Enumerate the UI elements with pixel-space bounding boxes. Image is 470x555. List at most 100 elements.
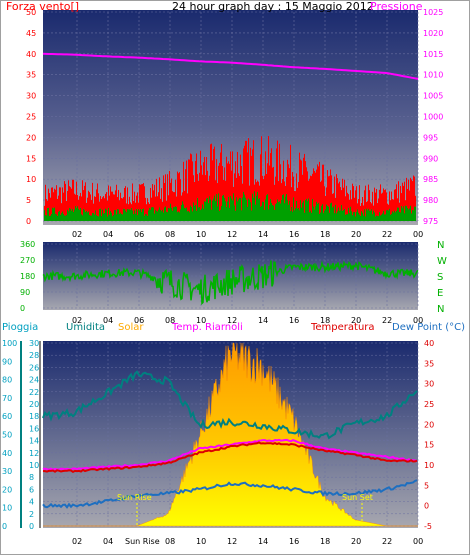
temperature-tick-label: 35 xyxy=(424,359,434,368)
humidity-tick-label: 30 xyxy=(2,467,12,476)
avg-wind-bar xyxy=(209,196,210,221)
gust-bar xyxy=(97,183,98,221)
x-tick-label: 06 xyxy=(134,230,144,239)
x-tick-label: 20 xyxy=(351,537,361,546)
avg-wind-bar xyxy=(191,206,192,221)
avg-wind-bar xyxy=(222,195,223,221)
gust-bar xyxy=(113,194,114,221)
gust-bar xyxy=(171,178,172,221)
pressure-tick-label: 1010 xyxy=(423,71,443,80)
gust-bar xyxy=(51,187,52,221)
x-tick-label: 02 xyxy=(72,230,82,239)
avg-wind-bar xyxy=(75,206,76,221)
avg-wind-bar xyxy=(361,211,362,221)
avg-wind-bar xyxy=(301,207,302,221)
avg-wind-bar xyxy=(328,206,329,221)
avg-wind-bar xyxy=(329,212,330,221)
avg-wind-bar xyxy=(182,201,183,221)
avg-wind-bar xyxy=(232,200,233,221)
avg-wind-bar xyxy=(115,209,116,221)
avg-wind-bar xyxy=(132,210,133,221)
gust-bar xyxy=(215,180,216,221)
avg-wind-bar xyxy=(130,209,131,221)
gust-bar xyxy=(328,176,329,221)
temperature-tick-label: 10 xyxy=(424,461,434,470)
gust-bar xyxy=(280,164,281,221)
gust-bar xyxy=(346,185,347,221)
gust-bar xyxy=(54,188,55,221)
gust-bar xyxy=(269,165,270,221)
humidity-tick-label: 70 xyxy=(2,394,12,403)
avg-wind-bar xyxy=(118,209,119,221)
pressure-tick-label: 980 xyxy=(423,196,438,205)
gust-bar xyxy=(309,178,310,221)
avg-wind-bar xyxy=(93,213,94,221)
gust-bar xyxy=(348,194,349,221)
avg-wind-bar xyxy=(160,209,161,221)
gust-bar xyxy=(265,151,266,221)
gust-bar xyxy=(301,160,302,221)
gust-bar xyxy=(284,181,285,221)
gust-bar xyxy=(384,190,385,221)
direction-line xyxy=(42,260,419,306)
avg-wind-bar xyxy=(179,212,180,221)
gust-bar xyxy=(232,151,233,221)
avg-wind-bar xyxy=(152,207,153,221)
humidity-tick-label: 10 xyxy=(2,504,12,513)
gust-bar xyxy=(194,182,195,221)
x-tick-label: 18 xyxy=(320,230,330,239)
avg-wind-bar xyxy=(197,198,198,221)
avg-wind-bar xyxy=(215,201,216,221)
avg-wind-bar xyxy=(198,207,199,221)
avg-wind-bar xyxy=(204,201,205,221)
gust-bar xyxy=(195,160,196,221)
avg-wind-bar xyxy=(226,207,227,221)
gust-bar xyxy=(73,179,74,221)
gust-bar xyxy=(270,153,271,221)
gust-bar xyxy=(177,171,178,221)
avg-wind-bar xyxy=(90,215,91,221)
gust-bar xyxy=(134,191,135,221)
avg-wind-bar xyxy=(227,201,228,221)
rain-tick-label: 0 xyxy=(29,522,34,531)
gust-bar xyxy=(124,188,125,221)
avg-wind-bar xyxy=(307,201,308,221)
avg-wind-bar xyxy=(240,197,241,221)
avg-wind-bar xyxy=(266,195,267,221)
gust-bar xyxy=(70,187,71,221)
avg-wind-bar xyxy=(302,202,303,221)
humidity-tick-label: 50 xyxy=(2,431,12,440)
avg-wind-bar xyxy=(111,212,112,221)
gust-bar xyxy=(82,180,83,221)
gust-bar xyxy=(246,140,247,221)
pressure-tick-label: 1000 xyxy=(423,113,443,122)
avg-wind-bar xyxy=(354,211,355,221)
x-tick-label: 12 xyxy=(227,537,237,546)
gust-bar xyxy=(303,157,304,221)
humidity-tick-label: 60 xyxy=(2,412,12,421)
avg-wind-bar xyxy=(224,198,225,221)
avg-wind-bar xyxy=(370,210,371,221)
gust-bar xyxy=(315,172,316,221)
avg-wind-bar xyxy=(181,204,182,221)
gust-bar xyxy=(89,192,90,221)
avg-wind-bar xyxy=(205,201,206,221)
gust-bar xyxy=(147,198,148,221)
gust-bar xyxy=(289,168,290,221)
gust-bar xyxy=(365,185,366,221)
avg-wind-bar xyxy=(280,203,281,221)
avg-wind-bar xyxy=(178,211,179,221)
avg-wind-bar xyxy=(92,212,93,221)
gust-bar xyxy=(340,187,341,221)
gust-bar xyxy=(313,168,314,221)
avg-wind-bar xyxy=(133,214,134,221)
avg-wind-bar xyxy=(406,205,407,221)
avg-wind-bar xyxy=(190,205,191,221)
pressure-axis-label: Pressione xyxy=(370,0,423,13)
wind-pressure-grid xyxy=(43,11,419,222)
gust-bar xyxy=(136,195,137,221)
gust-bar xyxy=(118,189,119,221)
weather-series xyxy=(42,342,418,527)
avg-wind-bar xyxy=(77,206,78,221)
avg-wind-bar xyxy=(54,207,55,221)
